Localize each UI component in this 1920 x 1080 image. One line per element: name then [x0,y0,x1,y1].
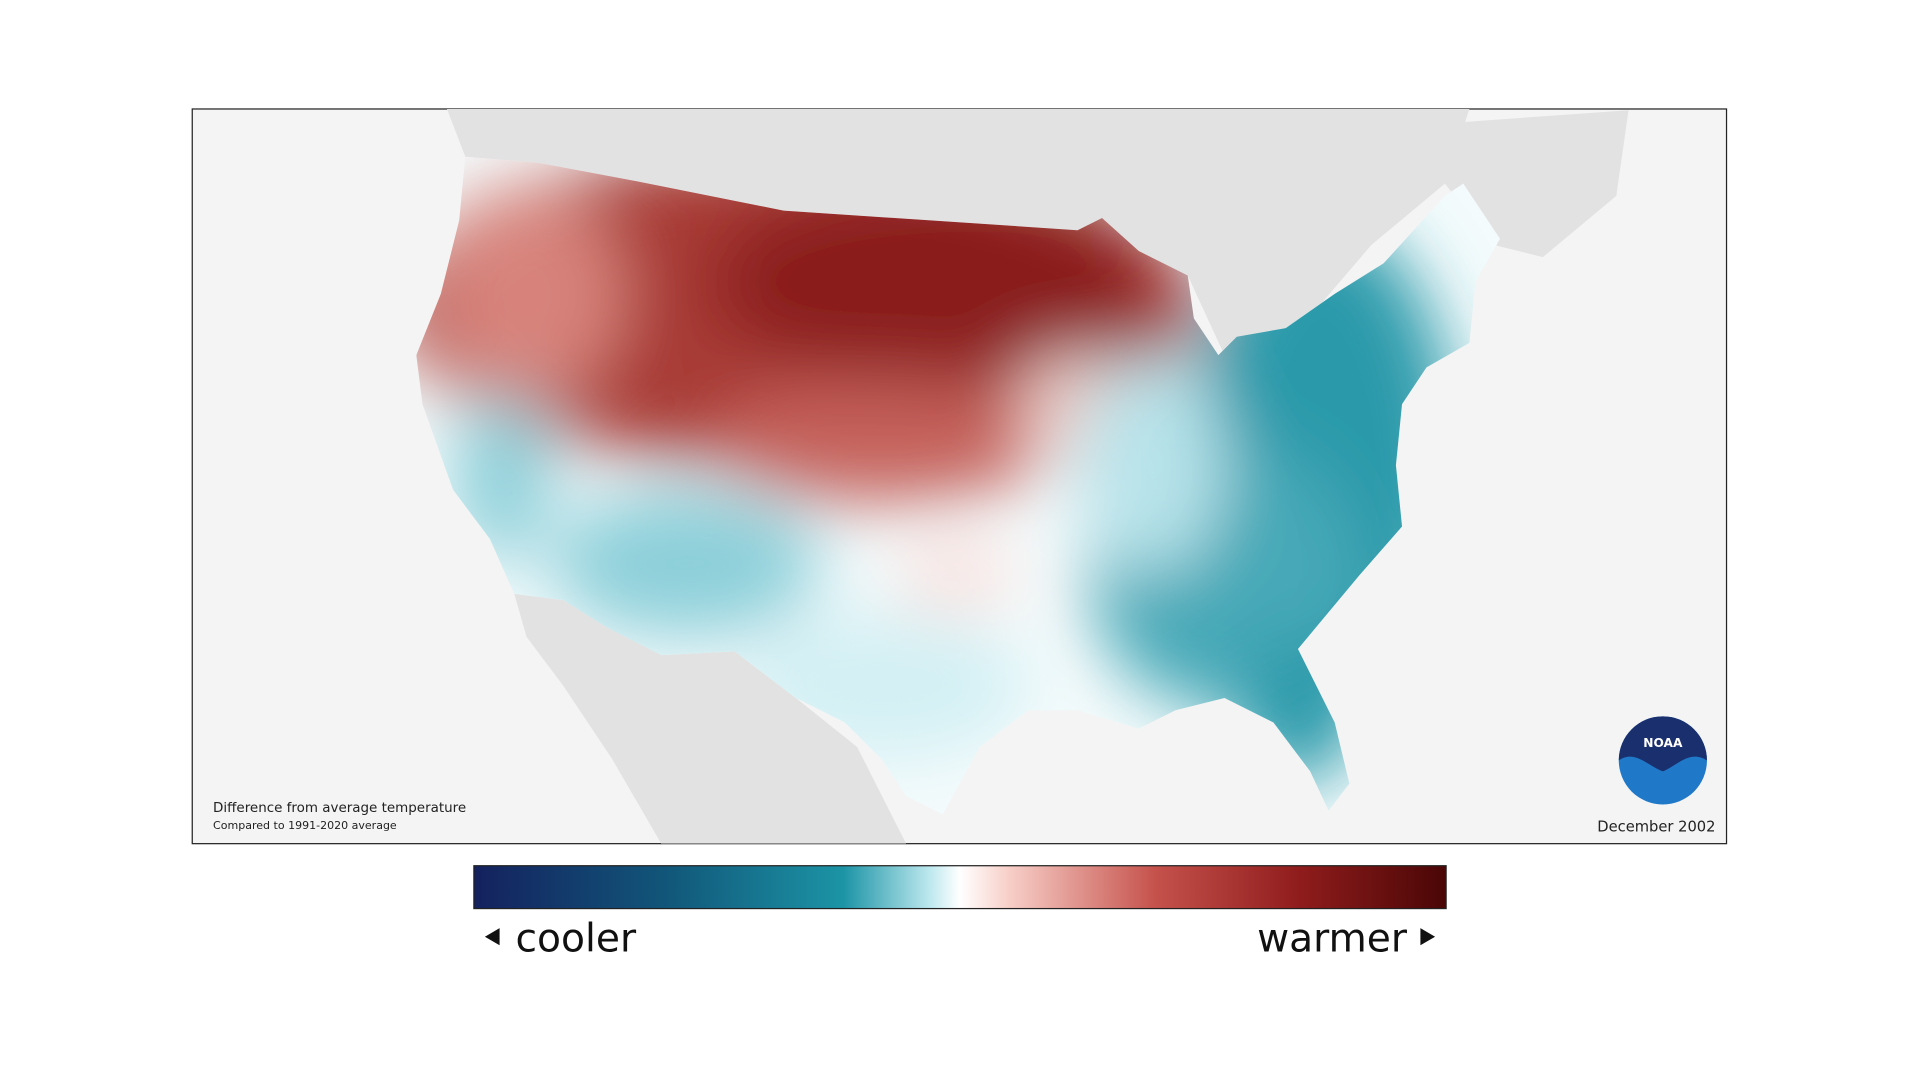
logo-text: NOAA [1643,736,1683,750]
map-frame: Difference from average temperature Comp… [191,108,1728,845]
note-subtitle: Compared to 1991-2020 average [213,819,397,832]
note-title: Difference from average temperature [213,801,466,816]
legend-low: cooler [516,916,637,961]
date-label: December 2002 [1597,818,1715,835]
noaa-logo: NOAA [1618,716,1707,805]
color-legend: cooler warmer [473,865,1447,961]
legend-high: warmer [1257,916,1408,961]
